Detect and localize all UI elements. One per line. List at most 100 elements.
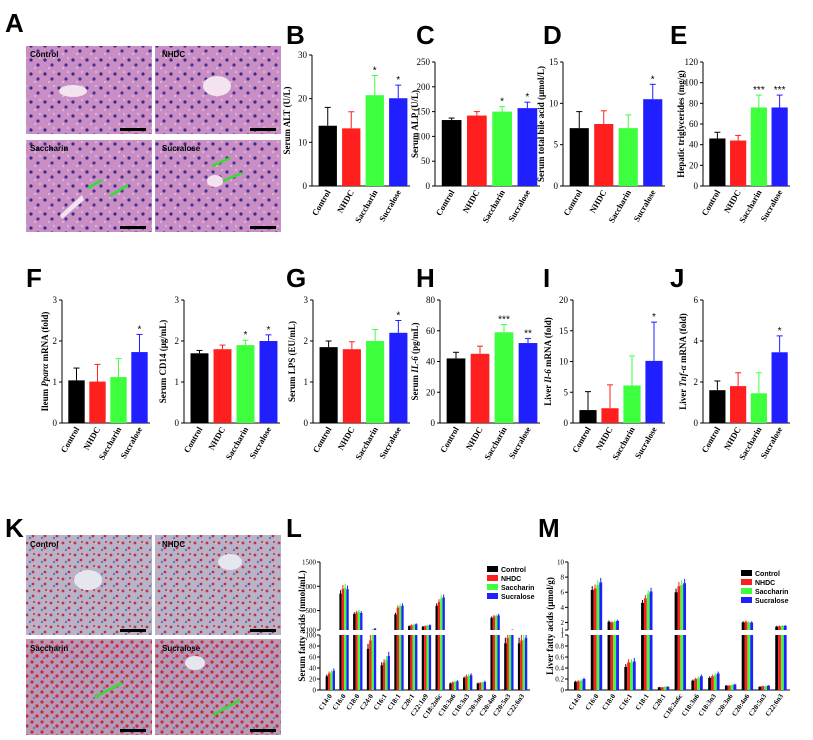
y-tick-label: 0: [564, 418, 569, 428]
histology-label: Sucralose: [162, 644, 201, 653]
arrow-icon: [212, 698, 241, 717]
bar-control: [574, 681, 577, 690]
bar-saccharin: [495, 615, 498, 630]
x-tick-label: C16:0: [584, 692, 601, 712]
bar-control: [339, 635, 342, 690]
y-tick-label: 0: [426, 181, 431, 191]
bar-saccharin: [495, 635, 498, 690]
y-axis-label: Serum CD14 (μg/mL): [158, 320, 168, 404]
x-tick-label: Saccharin: [223, 425, 250, 462]
bar-sucralose: [643, 99, 663, 186]
y-axis-label: Serum total bile acid (μmol/L): [536, 66, 546, 182]
bar-saccharin: [764, 686, 768, 690]
x-tick-label: Control: [58, 424, 81, 454]
bar-control: [709, 138, 726, 186]
bar-sucralose: [645, 360, 663, 423]
bar-nhdc: [730, 140, 747, 186]
x-tick-label: Control: [561, 187, 584, 217]
micrograph-sucralose-k: [155, 639, 281, 735]
x-tick-label: NHDC: [587, 188, 608, 215]
bar-sucralose: [716, 673, 720, 690]
y-axis-label: Liver Il-6 mRNA (fold): [543, 317, 553, 406]
central-vein: [207, 175, 223, 187]
central-vein: [218, 554, 242, 570]
arrow-icon: [222, 171, 243, 183]
bar-saccharin: [780, 625, 784, 630]
bar-control: [366, 648, 370, 690]
legend-swatch: [487, 584, 498, 590]
bar-sucralose: [733, 684, 737, 690]
y-axis-label: Serum IL-6 (pg/mL): [410, 322, 420, 400]
bar-saccharin: [713, 675, 717, 690]
bar-control: [190, 353, 209, 423]
bar-control: [441, 120, 462, 186]
significance-marker: ***: [498, 315, 510, 326]
central-vein: [203, 76, 231, 96]
y-tick-label: 60: [689, 119, 699, 129]
x-tick-label: Saccharin: [353, 188, 380, 225]
bar-nhdc: [727, 685, 731, 690]
bar-sucralose: [511, 635, 514, 690]
bar-control: [421, 635, 425, 690]
bar-saccharin: [110, 377, 127, 423]
y-tick-label: 0.2: [555, 676, 564, 684]
bar-sucralose: [389, 332, 408, 423]
bar-sucralose: [442, 597, 445, 630]
x-tick-label: Control: [434, 187, 457, 217]
y-tick-label: 250: [417, 57, 431, 67]
bar-nhdc: [660, 687, 664, 690]
significance-marker: *: [525, 92, 529, 103]
significance-marker: ***: [753, 85, 765, 96]
x-tick-label: NHDC: [206, 425, 227, 452]
bar-nhdc: [342, 349, 361, 423]
bar-control: [590, 635, 594, 690]
bar-control: [476, 683, 480, 690]
y-tick-label: 5: [554, 140, 559, 150]
scale-bar: [120, 629, 146, 632]
panel-letter-c: C: [416, 20, 435, 50]
bar-sucralose: [767, 685, 770, 690]
y-tick-label: 0: [175, 418, 180, 428]
y-tick-label: 1500: [302, 559, 317, 567]
x-tick-label: Control: [699, 187, 722, 217]
bar-saccharin: [618, 128, 638, 186]
chart-c: 0 50 100 150 200 250 Serum ALP (U/L) Control NHD…: [410, 57, 540, 225]
bar-sucralose: [389, 98, 408, 186]
x-tick-label: Control: [438, 424, 461, 454]
panel-letter-a: A: [5, 8, 24, 38]
bar-saccharin: [398, 606, 402, 630]
histology-label: Control: [30, 50, 58, 59]
y-tick-label: 0: [694, 418, 699, 428]
bar-control: [490, 635, 493, 690]
bar-saccharin: [344, 635, 347, 690]
y-axis-label: Liver fatty acids (μmol/g): [545, 577, 555, 675]
x-tick-label: Saccharin: [353, 425, 380, 462]
y-tick-label: 1: [304, 377, 309, 387]
bar-sucralose: [632, 661, 636, 690]
bar-saccharin: [236, 345, 255, 423]
bar-saccharin: [357, 635, 361, 690]
x-tick-label: C14:0: [567, 692, 584, 712]
bar-nhdc: [213, 349, 232, 423]
bar-saccharin: [440, 635, 443, 690]
scale-bar: [250, 128, 276, 131]
bar-saccharin: [426, 625, 429, 630]
y-tick-label: 10: [549, 98, 559, 108]
histology-label: Control: [30, 540, 58, 549]
y-tick-label: 15: [549, 57, 559, 67]
bar-saccharin: [344, 587, 347, 630]
bar-nhdc: [711, 676, 714, 690]
panel-letter-l: L: [286, 513, 302, 543]
bar-nhdc: [355, 635, 358, 690]
bar-control: [674, 592, 678, 630]
y-tick-label: 0.8: [555, 643, 564, 651]
bar-nhdc: [396, 635, 399, 690]
bar-sucralose: [360, 635, 363, 690]
y-tick-label: 100: [306, 632, 317, 640]
y-tick-label: 15: [559, 326, 569, 336]
y-tick-label: 40: [309, 665, 317, 673]
bar-nhdc: [744, 635, 748, 690]
bar-control: [624, 666, 628, 690]
bar-nhdc: [341, 588, 345, 630]
bar-control: [741, 635, 745, 690]
